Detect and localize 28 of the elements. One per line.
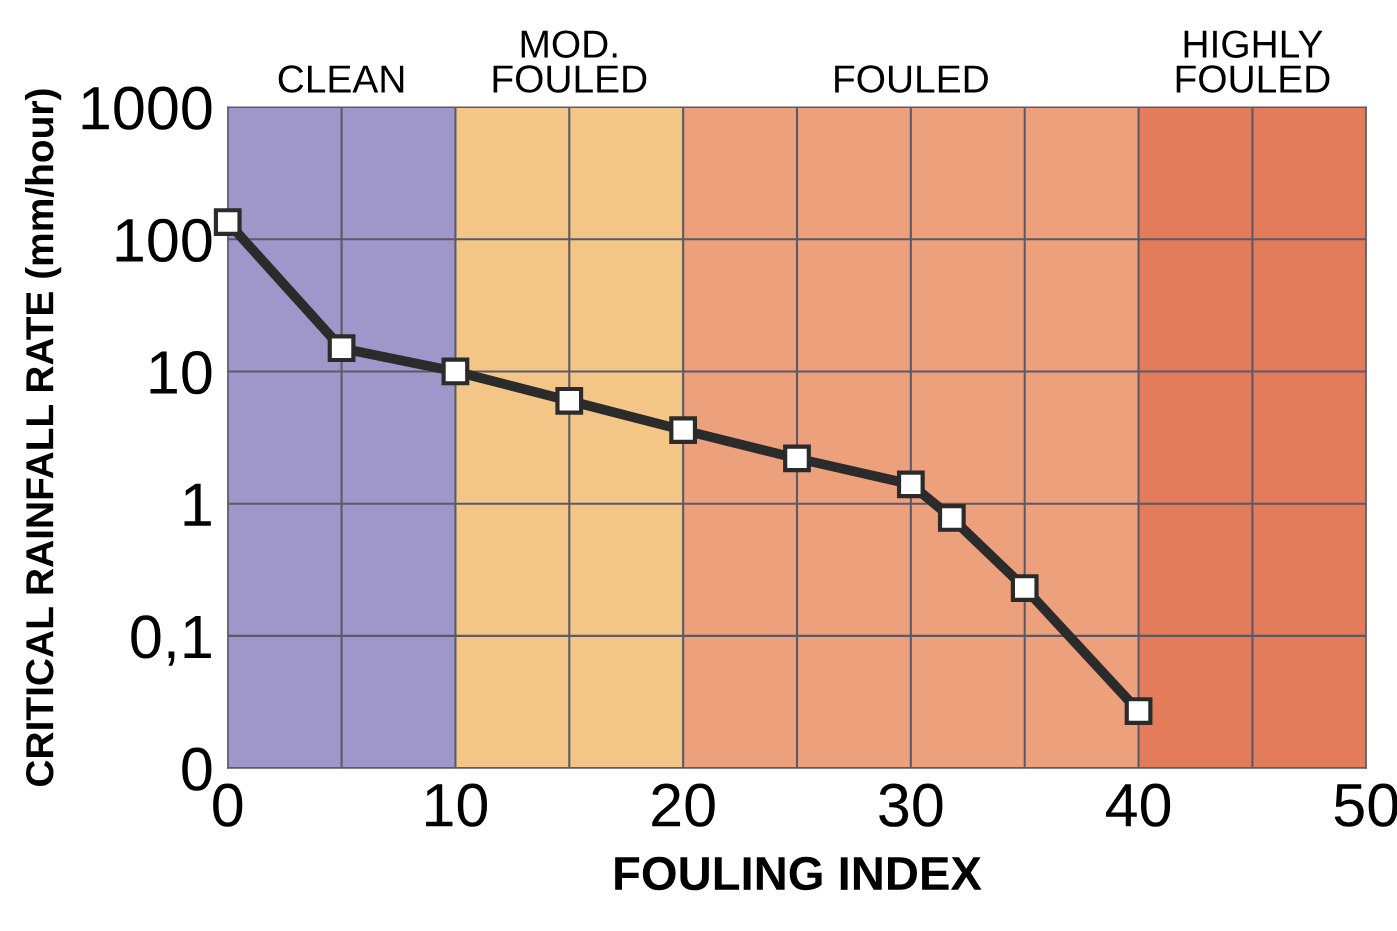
x-tick-label: 50 [1334,783,1397,827]
point [327,334,356,363]
y-tick-label: 1000 [82,86,212,130]
x-tick-label: 20 [652,783,715,827]
point [896,470,925,499]
x-tick-label: 0 [213,783,243,827]
band-label: HIGHLY FOULED [1176,30,1330,93]
point [441,357,470,386]
point [1124,697,1153,725]
x-axis-title: FOULING INDEX [615,856,982,891]
y-axis-title: CRITICAL RAINFALL RATE (mm/hour) [24,89,62,786]
band-label: FOULED [835,65,988,93]
point [783,444,811,473]
point [937,504,966,532]
point [555,386,584,415]
y-tick-label: 100 [116,218,212,263]
x-tick-label: 30 [879,783,943,827]
band-label: CLEAN [278,65,404,93]
y-tick-label: 0 [182,747,212,791]
x-tick-label: 10 [426,783,488,827]
point [669,416,698,445]
band-label: MOD. FOULED [493,30,647,93]
y-tick-label: 10 [150,350,212,395]
y-tick-label: 1 [184,483,211,526]
x-tick-label: 40 [1105,783,1171,827]
point [1010,574,1039,602]
point [213,208,242,236]
y-tick-label: 0,1 [131,615,211,666]
